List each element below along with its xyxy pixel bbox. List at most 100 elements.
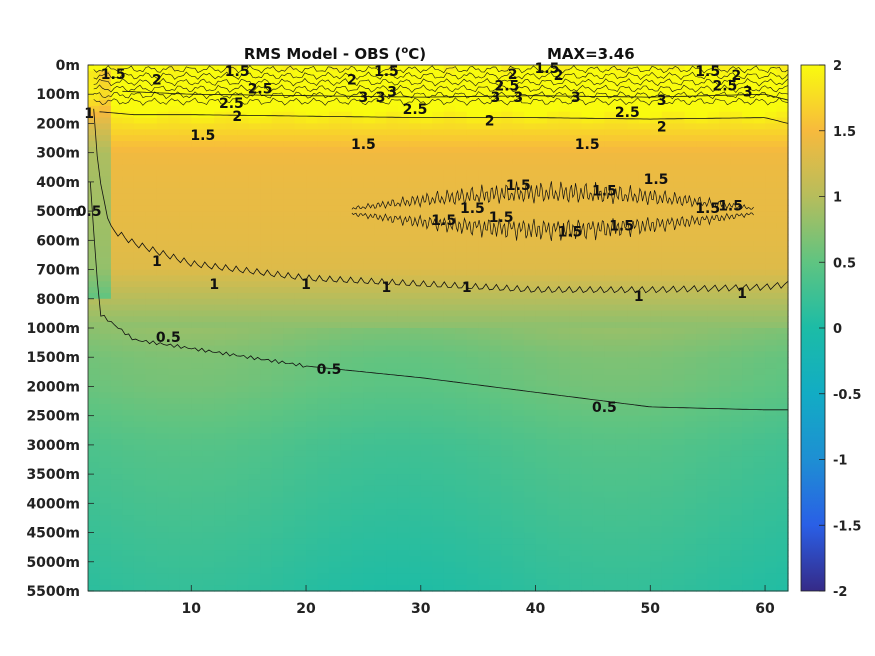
heat-cell — [661, 491, 674, 499]
heat-cell — [638, 100, 651, 107]
heat-cell — [661, 135, 674, 142]
heat-cell — [386, 228, 399, 236]
heat-cell — [271, 193, 284, 201]
heat-cell — [501, 146, 514, 154]
heat-cell — [581, 567, 594, 575]
heat-cell — [524, 70, 537, 78]
heat-cell — [558, 526, 571, 534]
heat-cell — [489, 287, 502, 294]
heat-cell — [214, 176, 227, 183]
heat-cell — [661, 228, 674, 236]
heat-cell — [581, 479, 594, 487]
heat-cell — [133, 427, 146, 434]
heat-cell — [397, 532, 410, 539]
heat-cell — [581, 146, 594, 154]
heat-cell — [122, 491, 135, 499]
heat-cell — [524, 474, 537, 481]
heat-cell — [707, 392, 720, 399]
heat-cell — [99, 193, 112, 201]
heat-cell — [673, 222, 686, 230]
heat-cell — [443, 304, 456, 312]
heat-cell — [99, 573, 112, 580]
heat-cell — [88, 509, 101, 516]
heat-cell — [156, 129, 169, 136]
heat-cell — [627, 567, 640, 575]
heat-cell — [133, 333, 146, 341]
heat-cell — [432, 240, 445, 247]
heat-cell — [88, 427, 101, 434]
heat-cell — [122, 298, 135, 306]
heat-cell — [489, 129, 502, 136]
heat-cell — [214, 363, 227, 370]
heat-cell — [225, 450, 238, 458]
heat-cell — [328, 579, 342, 586]
heat-cell — [707, 170, 720, 177]
heat-cell — [592, 228, 605, 236]
heat-cell — [202, 351, 215, 358]
heat-cell — [386, 240, 399, 247]
heat-cell — [260, 123, 273, 130]
heat-cell — [145, 328, 158, 335]
heat-cell — [168, 181, 181, 189]
heat-cell — [604, 427, 617, 434]
heat-cell — [214, 409, 227, 417]
heat-cell — [707, 88, 720, 95]
heat-cell — [397, 386, 410, 393]
heat-cell — [294, 555, 307, 563]
heat-cell — [317, 386, 330, 393]
heat-cell — [179, 140, 192, 148]
heat-cell — [191, 386, 204, 393]
heat-cell — [133, 292, 146, 300]
heat-cell — [673, 275, 686, 282]
heat-cell — [145, 532, 158, 539]
heat-cell — [615, 462, 628, 469]
heat-cell — [328, 433, 342, 440]
heat-cell — [397, 111, 410, 119]
heat-cell — [328, 252, 342, 259]
heat-cell — [110, 479, 124, 487]
heat-cell — [615, 287, 628, 294]
heat-cell — [351, 94, 365, 101]
heat-cell — [638, 146, 651, 154]
heat-cell — [294, 333, 307, 341]
heat-cell — [615, 474, 628, 481]
heat-cell — [604, 176, 617, 183]
heat-cell — [569, 538, 583, 545]
heat-cell — [237, 82, 250, 89]
heat-cell — [489, 380, 502, 388]
heat-cell — [638, 333, 651, 341]
heat-cell — [524, 462, 537, 469]
heat-cell — [328, 374, 342, 382]
heat-cell — [524, 275, 537, 282]
heat-cell — [684, 485, 697, 493]
heat-cell — [592, 82, 605, 89]
heat-cell — [638, 374, 651, 382]
heat-cell — [260, 409, 273, 417]
heat-cell — [466, 287, 479, 294]
max-label: MAX=3.46 — [547, 45, 635, 63]
heat-cell — [512, 263, 525, 271]
heat-cell — [569, 146, 583, 154]
heat-cell — [478, 328, 491, 335]
heat-cell — [110, 368, 124, 376]
heat-cell — [363, 585, 376, 592]
heat-cell — [237, 538, 250, 545]
heat-cell — [294, 357, 307, 364]
heat-cell — [306, 468, 319, 475]
heat-cell — [455, 526, 468, 534]
heat-cell — [179, 328, 192, 335]
heat-cell — [615, 310, 628, 317]
heat-cell — [283, 398, 296, 405]
heat-cell — [707, 433, 720, 440]
heat-cell — [237, 252, 250, 259]
heat-cell — [466, 146, 479, 154]
heat-cell — [443, 164, 456, 171]
heat-cell — [168, 222, 181, 230]
heat-cell — [397, 135, 410, 142]
heat-cell — [317, 509, 330, 516]
heat-cell — [650, 117, 663, 125]
heat-cell — [122, 82, 135, 89]
heat-cell — [225, 474, 238, 481]
heat-cell — [191, 509, 204, 516]
heat-cell — [397, 105, 410, 113]
